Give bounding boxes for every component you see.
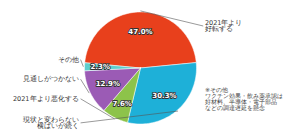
svg-text:7.6%: 7.6% [112, 100, 131, 108]
svg-text:30.3%: 30.3% [152, 92, 176, 100]
svg-text:※その他ワクチン効果・飲み薬承認は好材料、半導体・電子部品な: ※その他ワクチン効果・飲み薬承認は好材料、半導体・電子部品などの調達遅延を懸念 [205, 86, 283, 112]
svg-text:その他: その他 [58, 56, 79, 64]
svg-text:2.3%: 2.3% [90, 63, 109, 71]
svg-text:12.9%: 12.9% [96, 80, 120, 88]
svg-text:47.0%: 47.0% [128, 28, 152, 36]
svg-text:見通しがつかない: 見通しがつかない [23, 75, 79, 83]
svg-text:2021年より好転する: 2021年より好転する [205, 19, 243, 34]
svg-text:現状と変わらない横ばいが続く: 現状と変わらない横ばいが続く [23, 116, 79, 130]
svg-text:2021年より悪化する: 2021年より悪化する [13, 95, 79, 103]
